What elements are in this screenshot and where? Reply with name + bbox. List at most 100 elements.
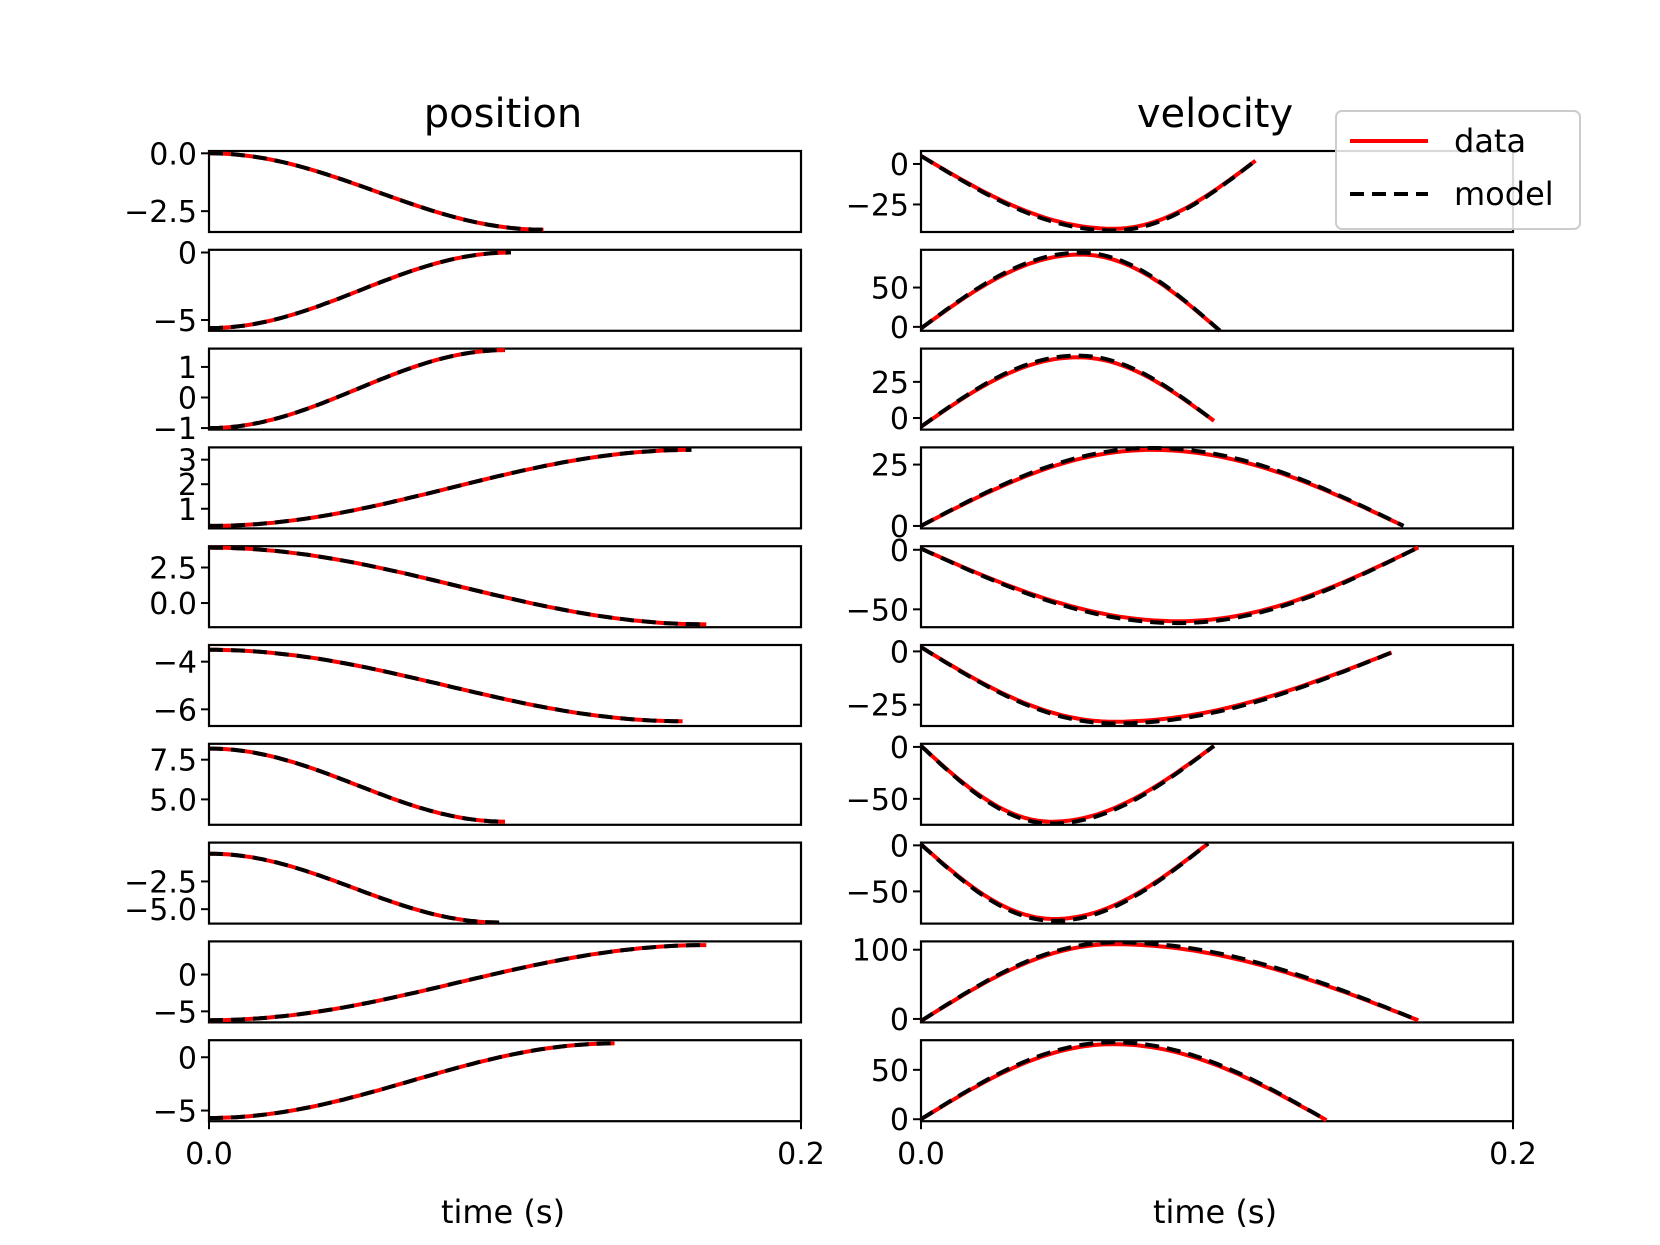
y-tick-label: 0 (178, 237, 197, 272)
subplot-frame (919, 248, 1515, 332)
subplot-r0-c0: 0.0 −2.5 (124, 137, 803, 234)
model-line (919, 940, 1420, 1023)
y-tick-label: 0 (890, 1003, 909, 1038)
x-tick-label: 0.2 (777, 1137, 825, 1172)
data-line (919, 355, 1216, 429)
legend-data-label: data (1454, 122, 1526, 160)
subplot-frame (919, 643, 1515, 728)
y-tick-label: 0 (890, 534, 909, 569)
y-tick-label: 0 (890, 829, 909, 864)
model-line (919, 353, 1216, 429)
subplot-frame (207, 742, 803, 826)
model-line (209, 447, 692, 528)
subplot-frame (207, 643, 803, 728)
y-tick-label: 50 (871, 272, 909, 307)
y-tick-label: 2.5 (149, 552, 197, 587)
subplot-r5-c0: −4−6 (153, 643, 803, 728)
legend: data model (1335, 110, 1581, 230)
subplot-r4-c1: 0 −50 (846, 534, 1515, 629)
subplot-r7-c0: −2.5−5.0 (124, 841, 803, 928)
model-line (919, 841, 1210, 923)
subplot-r6-c1: 0−50 (846, 731, 1515, 826)
position-column-title: position (424, 91, 582, 137)
model-line (208, 943, 707, 1023)
model-line (209, 746, 505, 824)
y-tick-label: −25 (846, 689, 909, 724)
x-tick-label: 0.0 (897, 1137, 945, 1172)
x-tick-label: 0.2 (1489, 1137, 1537, 1172)
subplot-r3-c1: 25 0 (871, 446, 1515, 545)
y-tick-label: −5 (153, 1095, 197, 1130)
subplot-r4-c0: 2.50.0 (149, 545, 803, 629)
model-line (209, 647, 683, 724)
y-tick-label: 0 (178, 1041, 197, 1076)
model-line (919, 154, 1257, 233)
y-tick-label: 0 (890, 402, 909, 437)
subplot-frame (919, 841, 1515, 925)
subplot-r1-c1: 500 (871, 248, 1515, 346)
subplot-frame (207, 1039, 803, 1123)
y-tick-label: 25 (871, 366, 909, 401)
y-tick-label: 1 (178, 351, 197, 386)
y-tick-label: 0 (890, 311, 909, 346)
model-line (208, 250, 511, 331)
y-tick-label: 1 (178, 493, 197, 528)
subplot-r2-c0: 10−1 (153, 347, 803, 447)
y-tick-label: −25 (846, 188, 909, 223)
data-line (920, 447, 1405, 528)
velocity-column-title: velocity (1137, 91, 1293, 137)
subplot-frame (919, 742, 1515, 826)
subplot-frame (919, 1039, 1515, 1123)
data-line (208, 151, 544, 232)
y-tick-label: −2.5 (124, 195, 197, 230)
model-line (209, 851, 500, 925)
model-line (208, 545, 707, 627)
data-line (919, 744, 1216, 824)
subplot-frame (207, 347, 803, 431)
model-line (208, 348, 506, 431)
subplot-r3-c0: 321 (178, 444, 803, 530)
position-x-axis-label: time (s) (441, 1193, 565, 1231)
y-tick-label: 3 (178, 444, 197, 479)
subplot-frame (207, 149, 803, 234)
y-tick-label: 25 (871, 449, 909, 484)
y-tick-label: −5 (153, 995, 197, 1030)
subplot-grid: 0.0−2.50−250−550010−12503212502.50.00−50… (124, 137, 1537, 1172)
model-line (208, 151, 544, 232)
subplot-r8-c1: 100 0 (852, 934, 1515, 1038)
model-line (920, 545, 1420, 626)
model-line (919, 645, 1393, 726)
y-tick-label: −50 (846, 875, 909, 910)
subplot-r8-c0: 0−5 (153, 940, 803, 1030)
y-tick-label: 0 (890, 635, 909, 670)
model-line (209, 1041, 615, 1120)
subplot-r2-c1: 250 (871, 347, 1515, 437)
y-tick-label: −6 (153, 693, 197, 728)
subplot-frame (919, 545, 1515, 629)
y-tick-label: 5.0 (149, 783, 197, 818)
model-line (919, 1040, 1328, 1122)
data-line (919, 154, 1257, 231)
subplot-r7-c1: 0−50 (846, 829, 1515, 925)
y-tick-label: −5 (153, 304, 197, 339)
subplot-frame (207, 545, 803, 629)
y-tick-label: 2 (178, 468, 197, 503)
subplot-r9-c0: 0 −5 0.0 0.2 (153, 1039, 825, 1172)
data-line (919, 252, 1222, 333)
y-tick-label: −1 (153, 412, 197, 447)
y-tick-label: 0 (890, 1103, 909, 1138)
y-tick-label: 0 (178, 959, 197, 994)
subplot-r1-c0: 0 −5 (153, 237, 803, 339)
subplot-frame (207, 446, 803, 530)
subplot-r6-c0: 7.55.0 (149, 742, 803, 826)
subplot-frame (207, 940, 803, 1024)
y-tick-label: 100 (852, 934, 909, 969)
x-tick-label: 0.0 (185, 1137, 233, 1172)
data-line (209, 746, 505, 824)
y-tick-label: 0 (890, 731, 909, 766)
data-line (209, 647, 683, 724)
y-tick-label: −2.5 (124, 865, 197, 900)
subplot-frame (207, 841, 803, 925)
model-line (920, 446, 1405, 528)
